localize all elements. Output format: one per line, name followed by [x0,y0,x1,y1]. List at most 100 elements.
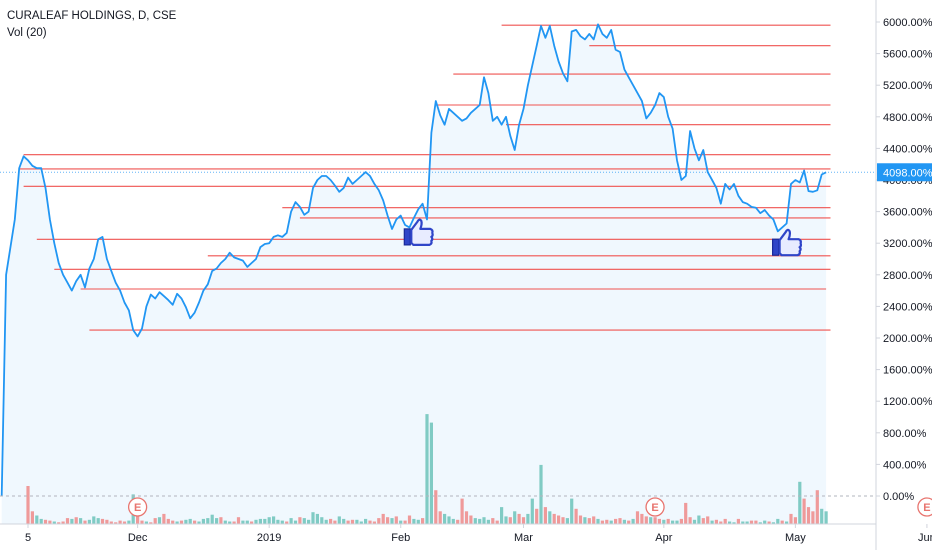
x-tick-label: Feb [391,532,410,544]
volume-bar [570,498,574,524]
volume-bar [763,520,767,524]
volume-bar [425,414,429,524]
volume-bar [219,517,223,524]
volume-bar [701,518,705,524]
volume-bar [749,520,754,524]
volume-bar [122,521,127,524]
volume-bar [548,511,552,524]
current-value-label: 4098.00% [883,167,932,179]
volume-bar [578,515,583,524]
volume-bar [114,522,118,524]
volume-bar [552,513,556,524]
volume-bar [52,521,56,524]
volume-bar [166,518,170,524]
volume-bar [162,513,166,524]
volume-bar [500,507,504,524]
volume-bar [228,521,232,524]
volume-bar [30,511,34,524]
volume-bar [350,519,355,524]
volume-bar [460,498,464,524]
earnings-marker[interactable]: E [645,497,665,517]
volume-bar [798,481,802,525]
volume-bar [65,518,70,524]
thumbs-up-cuff [403,228,411,246]
volume-bar [311,512,315,524]
price-area-fill [1,24,827,525]
thumbs-up-hand [410,218,434,246]
volume-bar [521,517,526,524]
y-tick-label: 2000.00% [883,333,932,345]
volume-bar [188,518,192,524]
volume-bar [679,518,683,524]
thumbs-up-icon[interactable] [771,228,803,257]
volume-bar [495,520,499,524]
volume-bar [706,516,710,524]
volume-bar [276,519,280,524]
volume-bar [43,519,48,524]
volume-bar [61,521,65,524]
volume-bar [605,519,609,524]
volume-bar [719,521,723,524]
y-tick-label: 4800.00% [883,112,932,124]
x-tick-label: Jun [918,532,932,544]
symbol-title: CURALEAF HOLDINGS, D, CSE [7,10,177,22]
volume-bar [105,519,109,524]
volume-bar [403,520,407,524]
volume-bar [508,517,512,524]
volume-bar [201,518,205,524]
y-tick-label: 3200.00% [883,238,932,250]
volume-bar [443,513,447,524]
volume-bar [223,520,227,524]
y-tick-label: 6000.00% [883,17,932,29]
volume-bar [517,513,521,524]
volume-bar [478,518,482,524]
volume-bar [491,518,495,524]
volume-bar [399,520,403,524]
volume-bar [815,490,819,524]
volume-bar [215,518,219,524]
volume-bar [175,521,179,524]
volume-indicator-label: Vol (20) [7,27,47,39]
volume-bar [329,518,333,524]
volume-bar [210,514,214,524]
volume-bar [390,518,394,524]
volume-bar [741,521,745,524]
volume-bar [684,502,688,524]
volume-bar [241,520,245,524]
volume-bar [732,522,736,524]
price-area [1,24,827,525]
volume-bar [456,519,460,524]
volume-bar [649,517,653,524]
volume-bar [149,522,153,524]
volume-bar [780,520,784,524]
volume-bar [596,518,600,524]
volume-bar [771,522,775,524]
earnings-marker[interactable]: E [917,497,932,517]
x-tick-label: Mar [514,532,533,544]
current-value-badge: 4098.00% [877,163,932,182]
volume-bar [543,507,547,524]
x-tick-label: 5 [25,532,31,544]
volume-bar [289,518,293,524]
thumbs-up-icon[interactable] [403,218,434,246]
y-tick-label: 400.00% [883,459,927,471]
volume-bar [377,518,381,524]
volume-bar [653,517,657,524]
volume-bar [267,517,271,524]
volume-bar [83,520,87,524]
volume-bar [39,518,43,524]
volume-bar [622,519,626,524]
volume-bar [87,519,91,524]
earnings-marker[interactable]: E [127,497,148,517]
y-tick-label: 3600.00% [883,207,932,219]
volume-bar [355,519,359,524]
volume-bar [631,518,635,524]
volume-bar [346,520,350,524]
volume-bar [806,507,811,524]
x-tick-label: 2019 [257,532,281,544]
annotations[interactable] [403,218,803,257]
volume-bar [109,521,113,524]
volume-bar [315,513,319,524]
